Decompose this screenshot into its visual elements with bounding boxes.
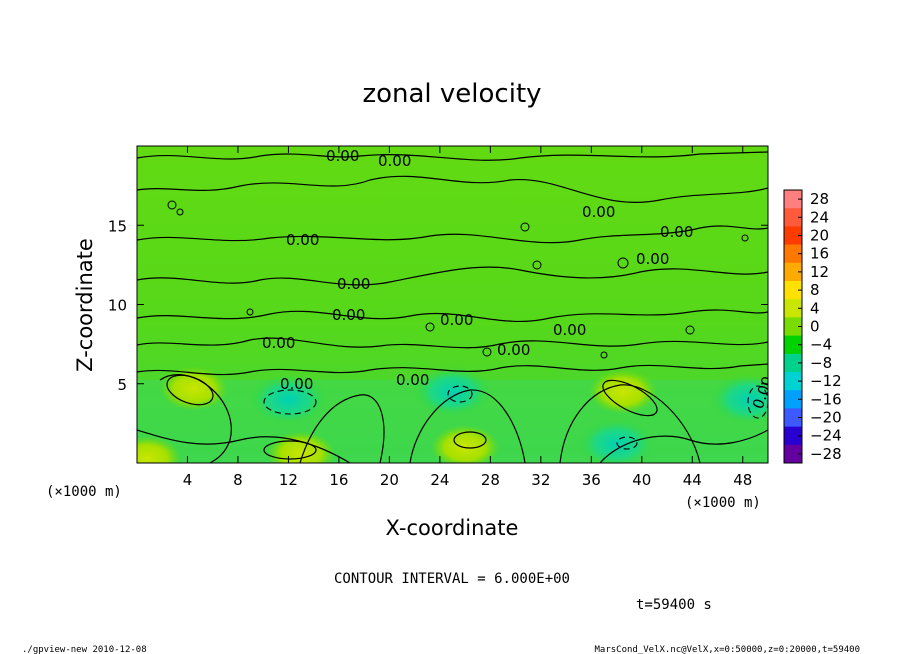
colorbar-label: −12 bbox=[810, 372, 842, 390]
x-tick-label: 8 bbox=[233, 471, 243, 489]
y-axis-ticks: 5 10 15 bbox=[108, 217, 768, 394]
plot-area: 0.00 0.00 0.00 0.00 0.00 0.00 0.00 0.00 … bbox=[137, 146, 768, 463]
y-axis-label: Z-coordinate bbox=[73, 238, 97, 372]
colorbar-swatch bbox=[784, 262, 802, 282]
x-tick-label: 4 bbox=[183, 471, 193, 489]
cool-region-2 bbox=[576, 417, 657, 463]
contour-label: 0.00 bbox=[262, 334, 295, 352]
colorbar-label: 28 bbox=[810, 190, 829, 208]
contour-label: 0.00 bbox=[660, 223, 693, 241]
x-tick-label: 44 bbox=[683, 471, 702, 489]
colorbar-label: 16 bbox=[810, 245, 829, 263]
contour-islands bbox=[167, 200, 749, 359]
x-tick-label: 32 bbox=[531, 471, 550, 489]
footer-right: MarsCond_VelX.nc@VelX,x=0:50000,z=0:2000… bbox=[594, 645, 860, 654]
shaded-regions bbox=[137, 365, 768, 463]
footer-left: ./gpview-new 2010-12-08 bbox=[22, 645, 147, 654]
colorbar-swatch bbox=[784, 244, 802, 264]
colorbar-swatch bbox=[784, 335, 802, 355]
colorbar-label: −8 bbox=[810, 354, 832, 372]
x-tick-label: 16 bbox=[329, 471, 348, 489]
warm-region-0 bbox=[159, 366, 228, 411]
contour-label: 0.00 bbox=[280, 375, 313, 393]
colorbar-swatch bbox=[784, 426, 802, 446]
colorbar-label: −24 bbox=[810, 427, 842, 445]
colorbar-label: 4 bbox=[810, 299, 820, 317]
x-tick-label: 24 bbox=[430, 471, 449, 489]
contour-label: 0.00 bbox=[582, 203, 615, 221]
x-tick-label: 40 bbox=[632, 471, 651, 489]
contour-lines bbox=[137, 151, 768, 463]
cool-region-3 bbox=[709, 373, 768, 426]
colorbar-label: −20 bbox=[810, 409, 842, 427]
colorbar-label: 8 bbox=[810, 281, 820, 299]
y-tick-label: 15 bbox=[108, 217, 127, 235]
negative-contours bbox=[263, 385, 768, 450]
colorbar-swatch bbox=[784, 372, 802, 391]
colorbar-swatch bbox=[784, 317, 802, 336]
x-tick-label: 28 bbox=[481, 471, 500, 489]
colorbar-swatch bbox=[784, 190, 802, 209]
x-tick-label: 20 bbox=[380, 471, 399, 489]
colorbar-swatch bbox=[784, 299, 802, 318]
colorbar-swatch bbox=[784, 353, 802, 373]
warm-region-3 bbox=[588, 369, 657, 414]
colorbar-label: 0 bbox=[810, 318, 820, 336]
contour-label: 0.00 bbox=[326, 147, 359, 165]
warm-region-4 bbox=[137, 436, 182, 463]
cool-region-1 bbox=[412, 365, 493, 418]
colorbar-swatch bbox=[784, 444, 802, 464]
x-tick-label: 48 bbox=[733, 471, 752, 489]
contour-label: 0.00 bbox=[378, 152, 411, 170]
contour-label: 0.00 bbox=[440, 311, 473, 329]
cool-region-0 bbox=[248, 373, 329, 426]
colorbar-label: −16 bbox=[810, 390, 842, 408]
contour-label: 0.00 bbox=[332, 306, 365, 324]
x-axis-label: X-coordinate bbox=[386, 516, 519, 540]
colorbar-label: 20 bbox=[810, 227, 829, 245]
contour-labels: 0.00 0.00 0.00 0.00 0.00 0.00 0.00 0.00 … bbox=[262, 147, 768, 411]
warm-region-1 bbox=[267, 431, 336, 463]
contour-label: 0.00 bbox=[636, 250, 669, 268]
x-unit-label: (×1000 m) bbox=[46, 484, 122, 500]
contour-label: 0.00 bbox=[396, 371, 429, 389]
contour-label: 0.00 bbox=[553, 321, 586, 339]
colorbar-label: 24 bbox=[810, 208, 829, 226]
x-tick-label: 12 bbox=[279, 471, 298, 489]
contour-label: 0.00 bbox=[286, 231, 319, 249]
colorbar-label: −28 bbox=[810, 445, 842, 463]
y-tick-label: 5 bbox=[117, 376, 127, 394]
contour-interval-text: CONTOUR INTERVAL = 6.000E+00 bbox=[334, 571, 570, 587]
colorbar-label: 12 bbox=[810, 263, 829, 281]
y-tick-label: 10 bbox=[108, 297, 127, 315]
chart-title: zonal velocity bbox=[362, 79, 541, 109]
colorbar-swatch bbox=[784, 408, 802, 427]
x-unit-label-right: (×1000 m) bbox=[685, 495, 761, 511]
colorbar-swatch bbox=[784, 390, 802, 409]
x-axis-ticks: 4 8 12 16 20 24 28 32 36 40 44 48 bbox=[183, 146, 752, 489]
x-tick-label: 36 bbox=[582, 471, 601, 489]
colorbar-swatch bbox=[784, 281, 802, 300]
contour-label: 0.00 bbox=[337, 275, 370, 293]
colorbar-swatch bbox=[784, 226, 802, 245]
contour-label: 0.00 bbox=[497, 341, 530, 359]
colorbar-label: −4 bbox=[810, 336, 832, 354]
time-stamp: t=59400 s bbox=[636, 597, 712, 613]
colorbar-swatch bbox=[784, 208, 802, 227]
